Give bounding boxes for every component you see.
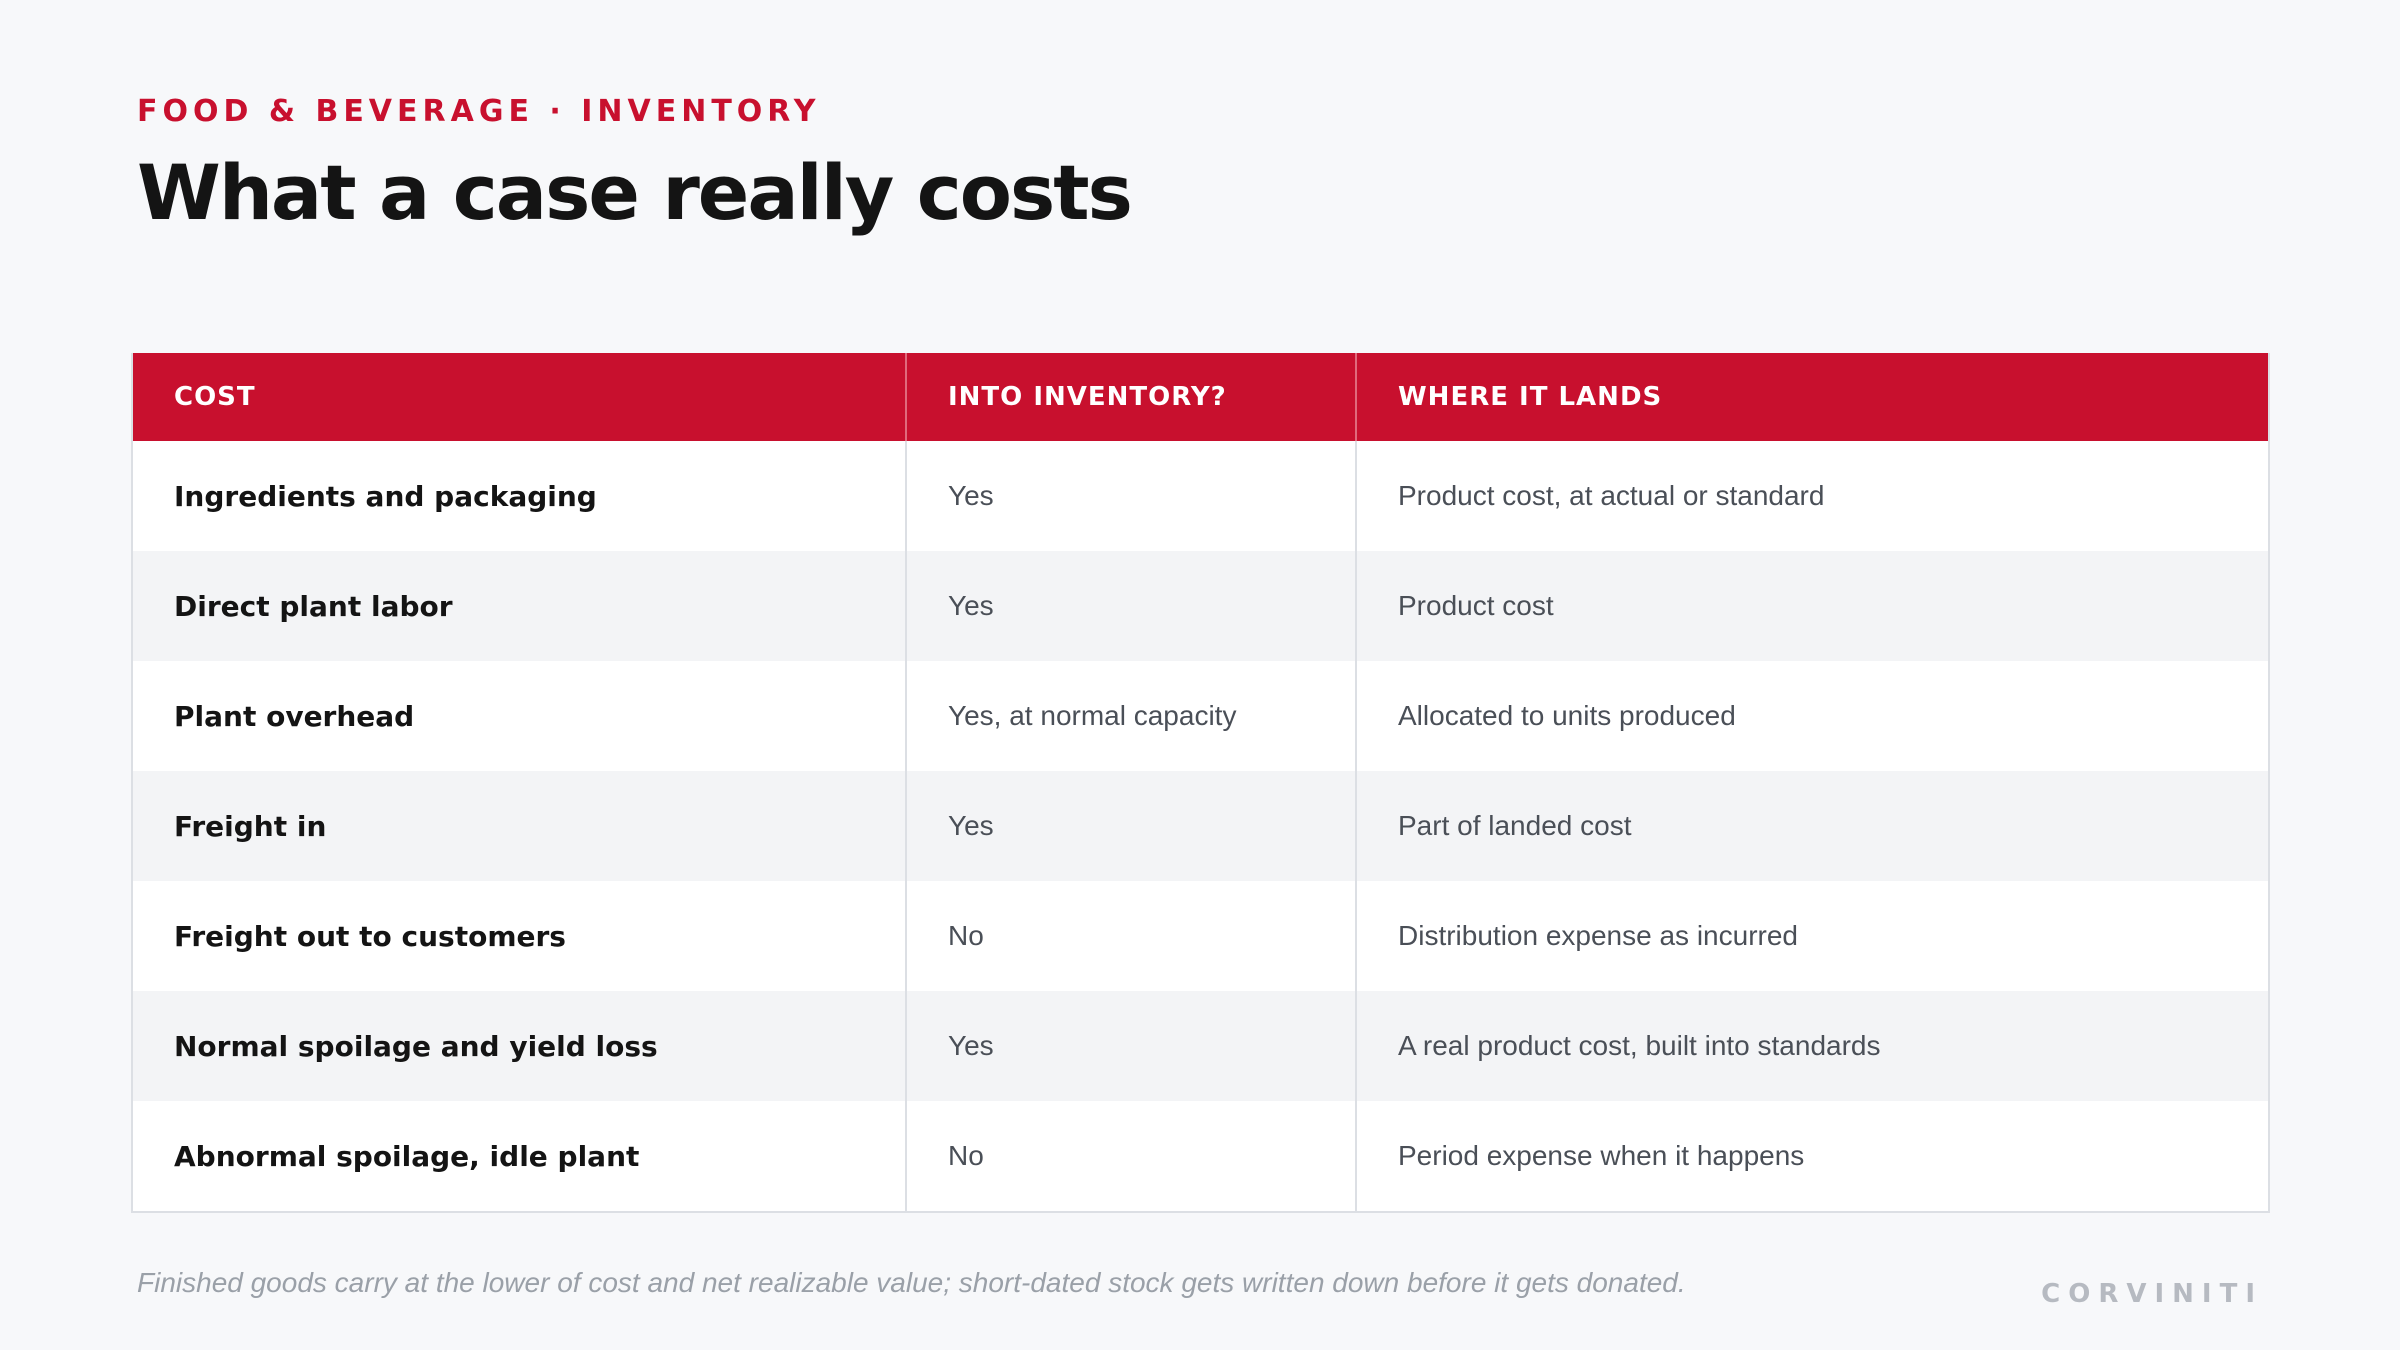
table-row: Freight out to customers No Distribution… [133,881,2268,991]
table-row: Direct plant labor Yes Product cost [133,551,2268,661]
lands-cell: A real product cost, built into standard… [1355,991,2268,1101]
cost-cell: Freight out to customers [174,919,566,953]
column-header-cost: COST [133,353,906,441]
inventory-cell: Yes [905,991,1356,1101]
column-header-into-inventory: INTO INVENTORY? [905,353,1356,441]
lands-cell: Product cost [1355,551,2268,661]
section-eyebrow: FOOD & BEVERAGE · INVENTORY [137,94,821,129]
table-header-row: COST INTO INVENTORY? WHERE IT LANDS [133,353,2268,441]
table-row: Plant overhead Yes, at normal capacity A… [133,661,2268,771]
table-row: Freight in Yes Part of landed cost [133,771,2268,881]
inventory-cell: No [905,881,1356,991]
cost-cell: Freight in [133,771,906,881]
brand-wordmark: CORVINITI [2041,1279,2263,1309]
table-row: Normal spoilage and yield loss Yes A rea… [133,991,2268,1101]
lands-cell: Product cost, at actual or standard [1355,441,2268,551]
lands-cell: Distribution expense as incurred [1355,881,2268,991]
footnote: Finished goods carry at the lower of cos… [137,1267,1686,1298]
cost-cell: Normal spoilage and yield loss [133,991,906,1101]
cost-table: COST INTO INVENTORY? WHERE IT LANDS Ingr… [131,353,2270,1213]
lands-cell: Period expense when it happens [1355,1101,2268,1211]
lands-cell: Allocated to units produced [1355,661,2268,771]
column-header-where-it-lands: WHERE IT LANDS [1355,353,2268,441]
inventory-cell: Yes [905,771,1356,881]
inventory-cell: Yes, at normal capacity [905,661,1356,771]
lands-cell: Part of landed cost [1355,771,2268,881]
page-title: What a case really costs [137,148,1133,237]
inventory-cell: No [905,1101,1356,1211]
cost-cell: Plant overhead [174,699,415,733]
table-row: Abnormal spoilage, idle plant No Period … [133,1101,2268,1211]
table-row: Ingredients and packaging Yes Product co… [133,441,2268,551]
inventory-cell: Yes [905,551,1356,661]
cost-cell: Direct plant labor [133,551,906,661]
inventory-cell: Yes [905,441,1356,551]
cost-cell: Ingredients and packaging [174,479,597,513]
cost-cell: Abnormal spoilage, idle plant [174,1139,640,1173]
